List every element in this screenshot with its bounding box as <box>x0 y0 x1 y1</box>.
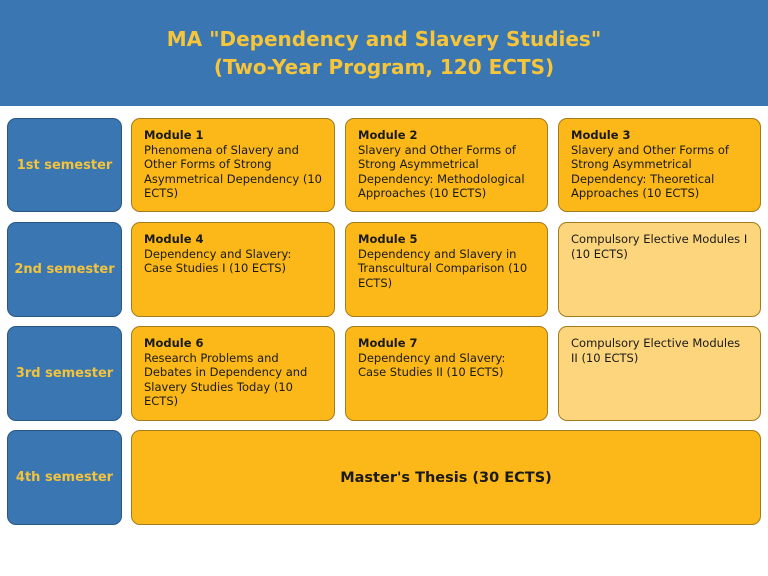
module-6-desc: Research Problems and Debates in Depende… <box>144 350 308 409</box>
semester-4: 4th semester <box>7 430 122 525</box>
module-2-desc: Slavery and Other Forms of Strong Asymme… <box>358 142 525 201</box>
module-5-desc: Dependency and Slavery in Transcultural … <box>358 246 528 290</box>
semester-2: 2nd semester <box>7 222 122 317</box>
module-7: Module 7 Dependency and Slavery: Case Stu… <box>345 326 548 421</box>
title-line-2: (Two-Year Program, 120 ECTS) <box>213 55 555 79</box>
title-line-1: MA "Dependency and Slavery Studies" <box>166 27 602 51</box>
module-7-name: Module 7 <box>358 336 418 350</box>
module-5: Module 5 Dependency and Slavery in Transc… <box>345 222 548 317</box>
masters-thesis: Master's Thesis (30 ECTS) <box>131 430 761 525</box>
module-4-desc: Dependency and Slavery: Case Studies I (… <box>144 246 292 276</box>
module-1-name: Module 1 <box>144 128 204 142</box>
title-banner: MA "Dependency and Slavery Studies" (Two… <box>0 0 768 106</box>
elective-1: Compulsory Elective Modules I (10 ECTS) <box>558 222 761 317</box>
module-3: Module 3 Slavery and Other Forms of Stron… <box>558 118 761 212</box>
module-6-name: Module 6 <box>144 336 204 350</box>
semester-1: 1st semester <box>7 118 122 212</box>
module-3-desc: Slavery and Other Forms of Strong Asymme… <box>571 142 729 201</box>
module-7-desc: Dependency and Slavery: Case Studies II … <box>358 350 506 380</box>
module-1-desc: Phenomena of Slavery and Other Forms of … <box>144 142 322 201</box>
module-2: Module 2 Slavery and Other Forms of Stron… <box>345 118 548 212</box>
module-4-name: Module 4 <box>144 232 204 246</box>
semester-3: 3rd semester <box>7 326 122 421</box>
module-6: Module 6 Research Problems and Debates in… <box>131 326 335 421</box>
module-4: Module 4 Dependency and Slavery: Case Stu… <box>131 222 335 317</box>
module-2-name: Module 2 <box>358 128 418 142</box>
module-3-name: Module 3 <box>571 128 631 142</box>
elective-2: Compulsory Elective Modules II (10 ECTS) <box>558 326 761 421</box>
module-1: Module 1 Phenomena of Slavery and Other F… <box>131 118 335 212</box>
module-5-name: Module 5 <box>358 232 418 246</box>
